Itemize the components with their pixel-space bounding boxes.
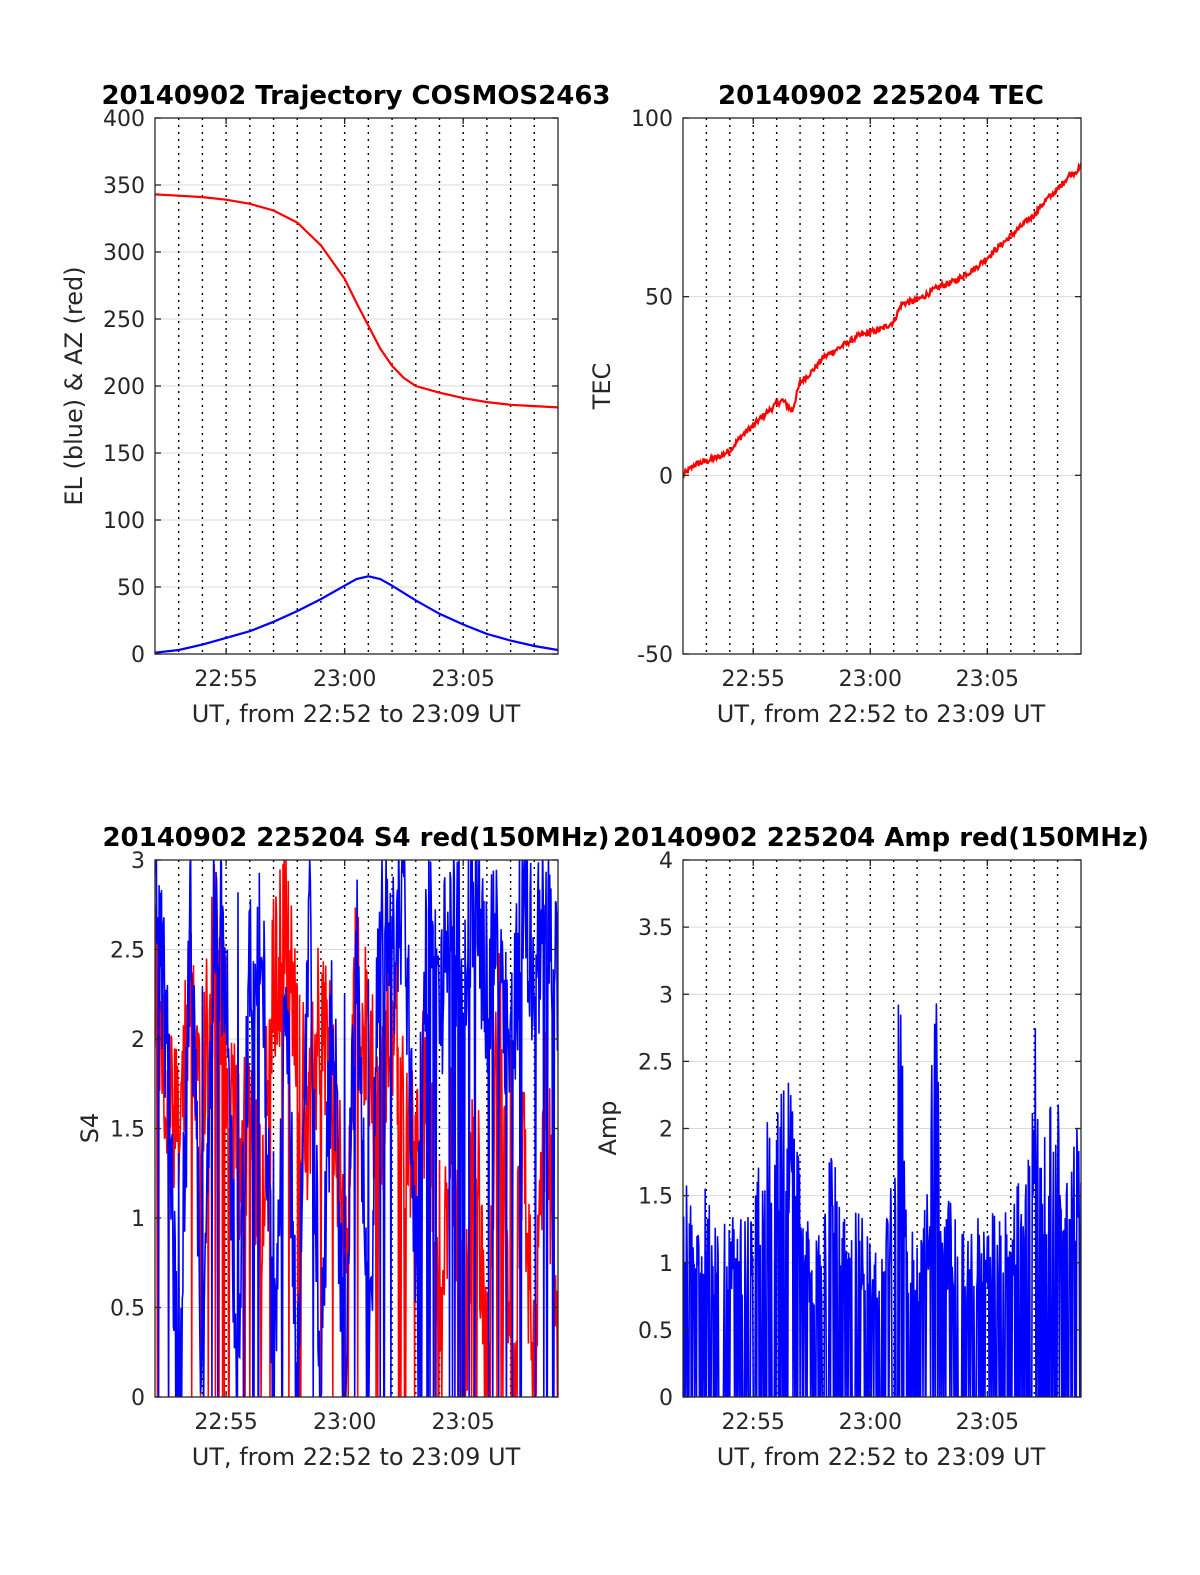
amp-panel: 20140902 225204 Amp red(150MHz) UT, from… [594,823,1149,1471]
tec-ytick-label: -50 [637,643,673,668]
amp-ytick-label: 0 [659,1386,673,1411]
amp-ytick-label: 4 [659,849,673,874]
s4-panel: 20140902 225204 S4 red(150MHz) UT, from … [76,823,610,1471]
s4-xlabel: UT, from 22:52 to 23:09 UT [192,1443,521,1471]
trajectory-xtick-label: 23:00 [313,667,376,692]
tec-series-line [683,162,1081,479]
tec-ylabel: TEC [588,363,616,411]
amp-ytick-label: 1.5 [638,1185,673,1210]
s4-ytick-label: 0.5 [110,1297,145,1322]
s4-title: 20140902 225204 S4 red(150MHz) [102,823,609,853]
tec-xtick-label: 22:55 [722,667,785,692]
trajectory-ytick-label: 400 [103,107,145,132]
s4-xtick-label: 22:55 [194,1410,257,1435]
s4-plot-area: 0 0.5 1 1.5 2 2.5 3 22:55 23:00 23:05 [110,849,559,1435]
tec-ytick-label: 100 [631,107,673,132]
amp-ytick-label: 0.5 [638,1319,673,1344]
s4-ytick-label: 2 [131,1028,145,1053]
amp-ytick-label: 2 [659,1118,673,1143]
amp-plot-area: 0 0.5 1 1.5 2 2.5 3 3.5 4 22:55 23:00 23:05 [638,849,1082,1435]
trajectory-xlabel: UT, from 22:52 to 23:09 UT [192,700,521,728]
s4-ytick-label: 1.5 [110,1118,145,1143]
trajectory-series-line [155,575,558,654]
amp-ytick-label: 1 [659,1252,673,1277]
tec-xlabel: UT, from 22:52 to 23:09 UT [717,700,1046,728]
s4-ytick-label: 1 [131,1207,145,1232]
trajectory-ytick-label: 50 [117,576,145,601]
tec-ytick-label: 50 [645,286,673,311]
trajectory-ytick-label: 350 [103,174,145,199]
trajectory-ylabel: EL (blue) & AZ (red) [60,266,88,505]
tec-xtick-label: 23:05 [956,667,1019,692]
tec-title: 20140902 225204 TEC [718,81,1044,111]
tec-axes-box [682,117,1082,655]
trajectory-ytick-label: 250 [103,308,145,333]
amp-xlabel: UT, from 22:52 to 23:09 UT [717,1443,1046,1471]
trajectory-panel: 20140902 Trajectory COSMOS2463 UT, from … [60,81,611,728]
amp-ytick-label: 3 [659,983,673,1008]
trajectory-xtick-label: 22:55 [194,667,257,692]
trajectory-title: 20140902 Trajectory COSMOS2463 [101,81,610,111]
amp-ytick-label: 3.5 [638,916,673,941]
trajectory-ytick-label: 200 [103,375,145,400]
s4-ylabel: S4 [76,1113,104,1144]
trajectory-ytick-label: 100 [103,509,145,534]
s4-ytick-label: 2.5 [110,939,145,964]
trajectory-series-line [155,193,558,409]
tec-ytick-label: 0 [659,464,673,489]
amp-xtick-label: 22:55 [722,1410,785,1435]
s4-xtick-label: 23:05 [431,1410,494,1435]
tec-panel: 20140902 225204 TEC UT, from 22:52 to 23… [588,81,1082,728]
s4-ytick-label: 3 [131,849,145,874]
amp-series-line [683,1003,1081,1397]
amp-ylabel: Amp [594,1100,622,1155]
s4-series-line [155,860,558,1397]
tec-xtick-label: 23:00 [839,667,902,692]
s4-ytick-label: 0 [131,1386,145,1411]
trajectory-plot-area: 0 50 100 150 200 250 300 350 400 22:55 23:00 23:05 [103,107,559,692]
amp-xtick-label: 23:00 [839,1410,902,1435]
trajectory-ytick-label: 300 [103,241,145,266]
s4-xtick-label: 23:00 [313,1410,376,1435]
trajectory-ytick-label: 150 [103,442,145,467]
amp-ytick-label: 2.5 [638,1050,673,1075]
amp-xtick-label: 23:05 [956,1410,1019,1435]
trajectory-xtick-label: 23:05 [431,667,494,692]
trajectory-ytick-label: 0 [131,643,145,668]
amp-title: 20140902 225204 Amp red(150MHz) [613,823,1149,853]
tec-plot-area: -50 0 50 100 22:55 23:00 23:05 [631,107,1082,692]
